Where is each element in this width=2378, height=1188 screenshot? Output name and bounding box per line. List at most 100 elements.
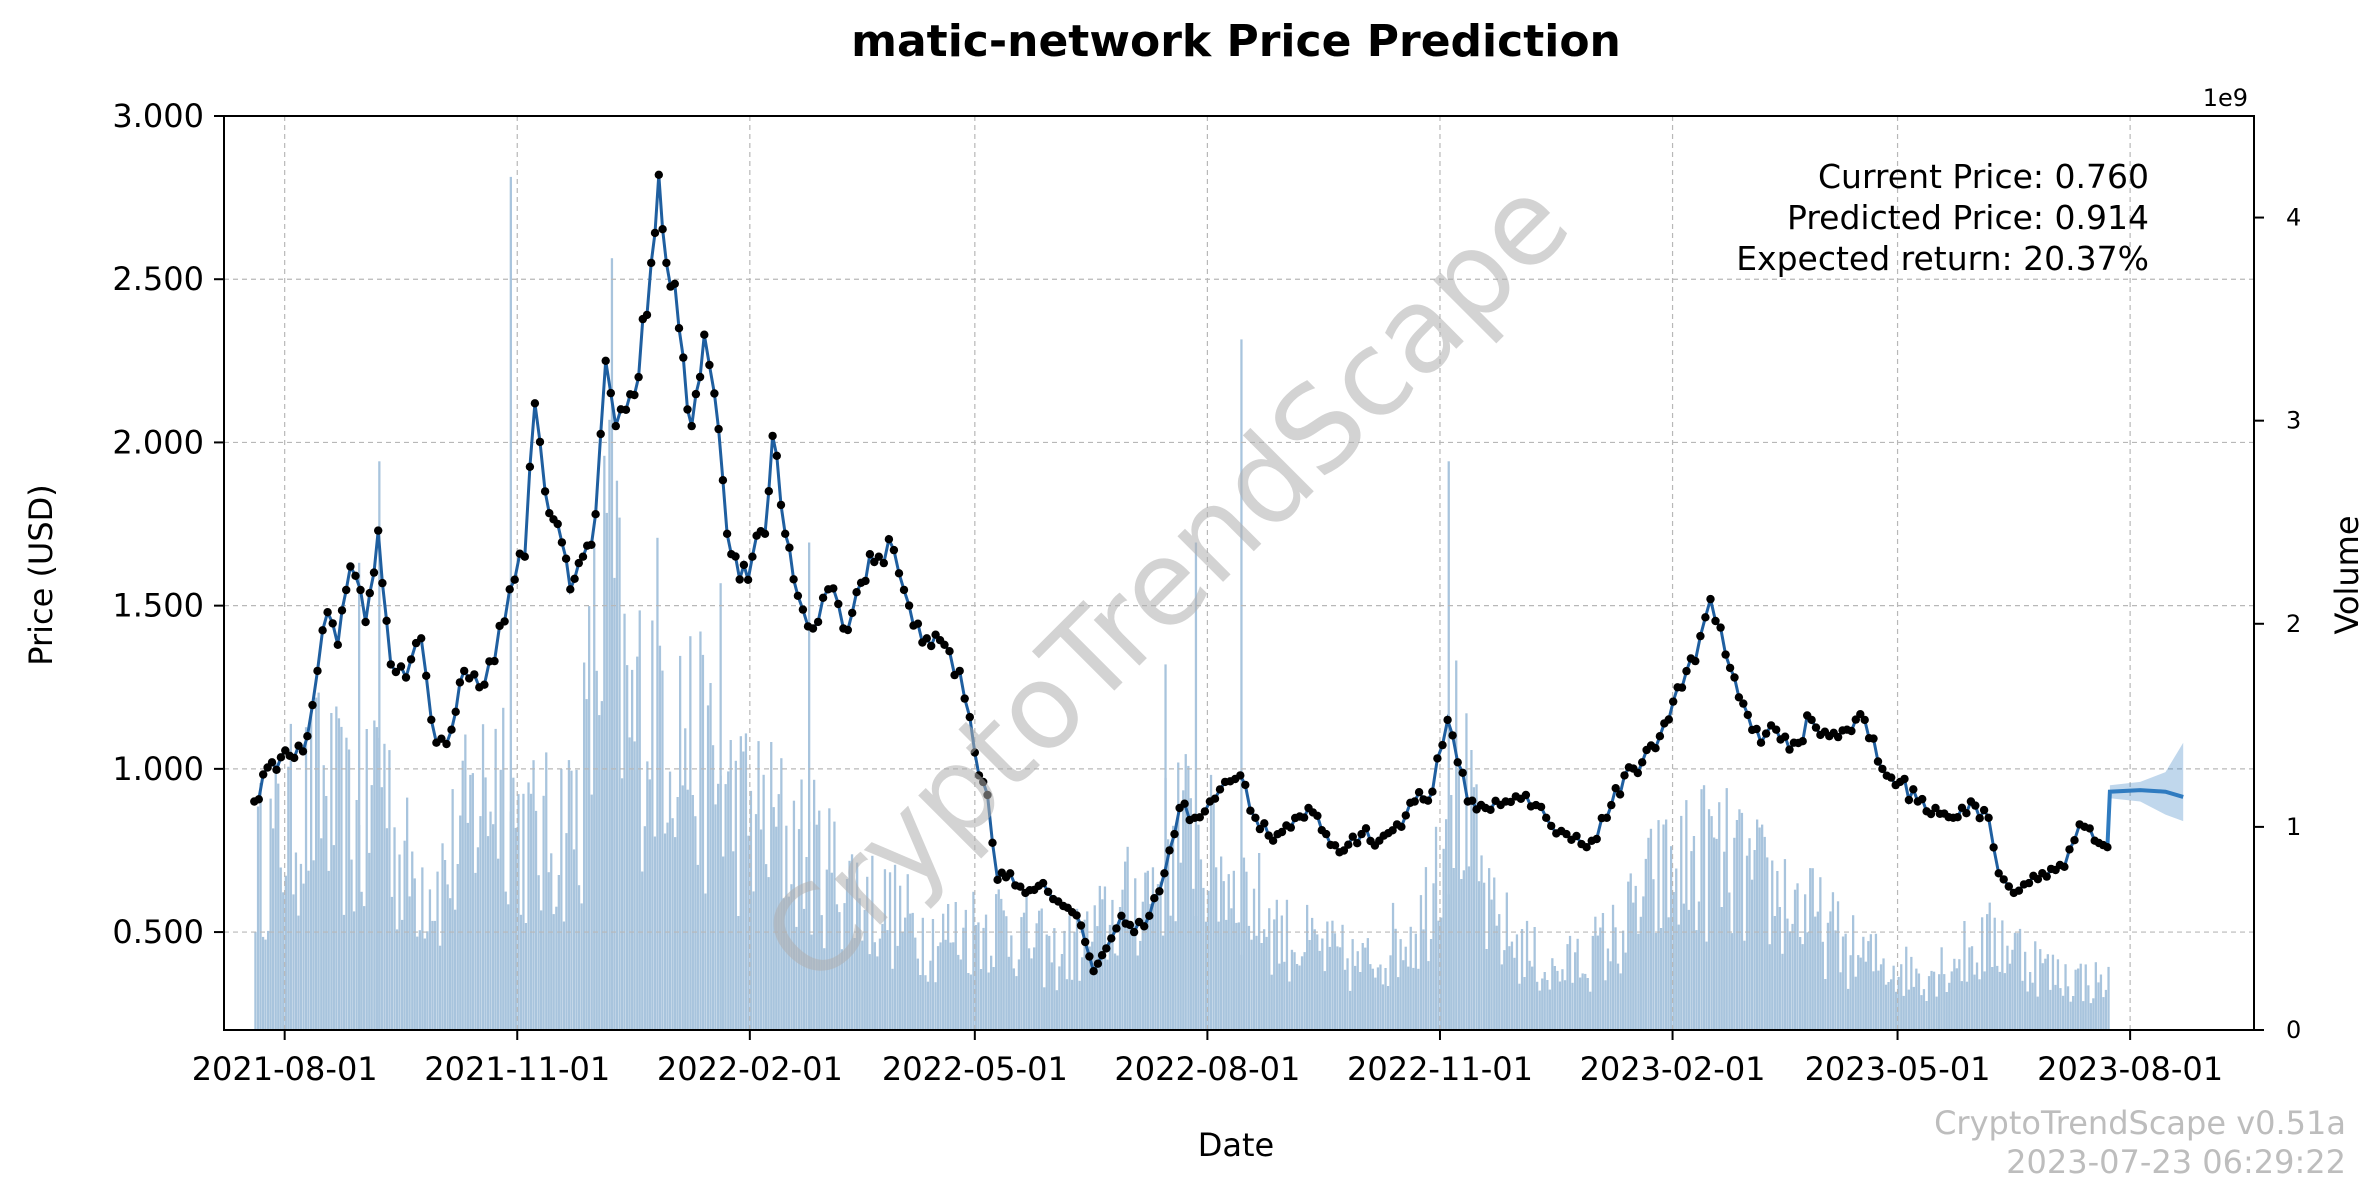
- price-marker: [1401, 811, 1411, 820]
- volume-bar: [519, 914, 523, 1030]
- plot-frame: [223, 115, 2255, 1031]
- volume-bar: [1414, 933, 1417, 1030]
- volume-bar: [754, 814, 758, 1030]
- price-marker: [776, 500, 786, 510]
- volume-bar: [577, 885, 581, 1030]
- volume-bar: [1849, 955, 1852, 1030]
- volume-bar: [2016, 933, 2019, 1030]
- price-marker: [578, 552, 588, 561]
- volume-bar: [893, 864, 897, 1030]
- volume-bar: [1149, 903, 1152, 1030]
- volume-bar: [1442, 848, 1445, 1030]
- volume-bar: [294, 852, 298, 1030]
- volume-bar: [1472, 787, 1476, 1030]
- volume-bar: [1756, 819, 1759, 1030]
- volume-bar: [1953, 958, 1956, 1030]
- volume-bar: [957, 954, 960, 1030]
- volume-bar: [1215, 867, 1218, 1030]
- price-marker: [557, 538, 567, 547]
- volume-bar: [2084, 964, 2087, 1030]
- volume-bar: [1513, 957, 1516, 1030]
- price-marker: [630, 390, 639, 400]
- price-marker: [760, 529, 770, 538]
- price-marker: [1536, 802, 1546, 812]
- volume-bar: [350, 859, 353, 1030]
- price-marker: [1811, 723, 1821, 732]
- volume-bar: [1558, 981, 1562, 1030]
- volume-bar: [1644, 858, 1647, 1030]
- price-marker: [1428, 787, 1437, 796]
- volume-bar: [1680, 815, 1683, 1030]
- volume-bar: [762, 774, 765, 1030]
- price-marker: [1761, 729, 1771, 738]
- price-marker: [1195, 813, 1205, 822]
- volume-bar: [1374, 977, 1377, 1030]
- volume-bar: [1938, 974, 1941, 1030]
- volume-bar: [633, 741, 636, 1030]
- volume-bar: [1199, 859, 1203, 1030]
- volume-bar: [1852, 915, 1855, 1030]
- volume-bar: [1204, 921, 1208, 1030]
- volume-bar: [431, 920, 434, 1030]
- price-marker: [1506, 797, 1516, 807]
- price-marker: [470, 670, 479, 679]
- price-marker: [1994, 869, 2003, 878]
- volume-bar: [1983, 971, 1986, 1030]
- volume-bar: [517, 794, 520, 1030]
- volume-bar: [449, 898, 452, 1030]
- price-marker: [1633, 768, 1643, 778]
- price-marker: [874, 552, 883, 561]
- volume-bar: [959, 959, 962, 1030]
- volume-bar: [1321, 938, 1324, 1030]
- volume-bar: [1417, 968, 1420, 1030]
- price-marker: [894, 569, 904, 578]
- price-history-line: [253, 174, 2109, 976]
- price-marker: [1669, 697, 1678, 706]
- price-marker: [662, 258, 671, 268]
- volume-bar: [1993, 917, 1996, 1030]
- price-marker: [904, 601, 914, 610]
- volume-bar: [911, 912, 914, 1030]
- price-marker: [1772, 725, 1781, 734]
- volume-bar: [461, 760, 464, 1030]
- volume-bar: [1283, 961, 1286, 1030]
- price-marker: [1210, 794, 1220, 803]
- volume-bar: [1043, 987, 1046, 1030]
- volume-bar: [1053, 928, 1056, 1030]
- volume-bar: [1568, 935, 1572, 1030]
- volume-bar: [689, 636, 692, 1030]
- volume-bar: [1975, 962, 1979, 1030]
- price-marker: [356, 585, 365, 595]
- price-marker: [1200, 807, 1210, 816]
- volume-bar: [1167, 839, 1170, 1030]
- volume-bar: [1968, 947, 1971, 1030]
- x-tick-label: 2021-11-01: [424, 1050, 610, 1088]
- volume-bar: [767, 877, 770, 1030]
- volume-bar: [939, 942, 942, 1030]
- volume-bar: [802, 908, 806, 1030]
- volume-bar: [484, 777, 487, 1030]
- price-marker: [611, 421, 620, 431]
- price-marker: [1873, 757, 1883, 766]
- volume-bar: [974, 925, 978, 1030]
- price-marker: [2070, 836, 2079, 845]
- volume-bar: [1917, 973, 1921, 1030]
- volume-bar: [1146, 870, 1149, 1030]
- price-marker: [1602, 813, 1612, 822]
- volume-bar: [949, 942, 952, 1030]
- volume-bar: [1695, 930, 1698, 1030]
- volume-bar: [737, 916, 740, 1030]
- volume-bar: [256, 806, 260, 1030]
- volume-bar: [1809, 868, 1812, 1030]
- price-marker: [1348, 832, 1358, 841]
- volume-bar: [1604, 980, 1607, 1030]
- volume-bar: [1303, 952, 1306, 1030]
- volume-bar: [492, 824, 495, 1030]
- volume-bar: [476, 847, 480, 1030]
- price-marker: [679, 353, 688, 362]
- volume-bar: [550, 853, 553, 1030]
- x-tick-label: 2023-05-01: [1805, 1050, 1991, 1088]
- volume-bar: [588, 606, 591, 1030]
- volume-bar: [1391, 902, 1395, 1030]
- volume-bar: [1821, 941, 1824, 1030]
